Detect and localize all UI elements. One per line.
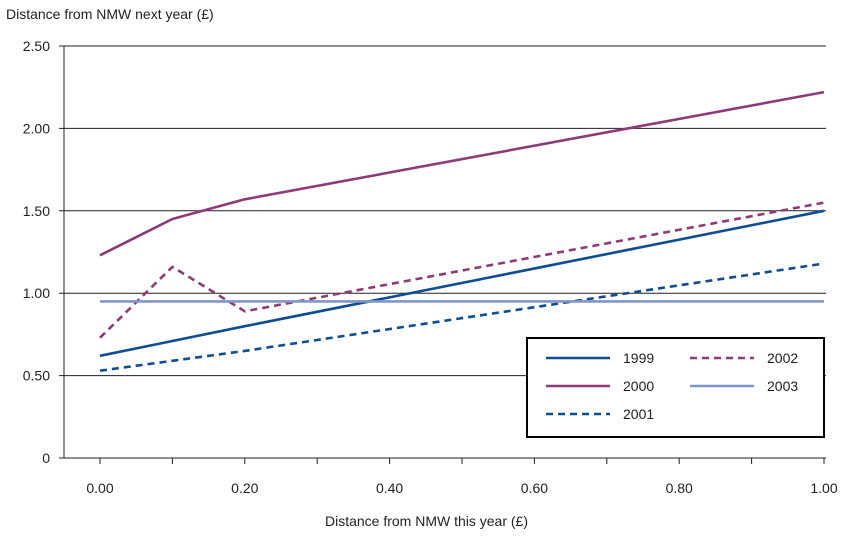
x-tick-label: 0.20 bbox=[231, 480, 258, 496]
y-tick-label: 0 bbox=[42, 450, 50, 466]
legend-label-1999: 1999 bbox=[623, 350, 654, 366]
y-tick-label: 2.00 bbox=[23, 120, 50, 136]
y-tick-label: 2.50 bbox=[23, 38, 50, 54]
legend-box bbox=[526, 337, 825, 438]
legend-label-2002: 2002 bbox=[767, 350, 798, 366]
x-axis-label: Distance from NMW this year (£) bbox=[324, 513, 529, 529]
x-tick-label: 0.80 bbox=[666, 480, 693, 496]
series-line-2001 bbox=[99, 262, 825, 372]
x-tick-label: 0.60 bbox=[521, 480, 548, 496]
series-line-1999 bbox=[99, 209, 825, 358]
y-axis-label: Distance from NMW next year (£) bbox=[6, 6, 214, 22]
y-tick-label: 0.50 bbox=[23, 368, 50, 384]
x-tick-label: 0.40 bbox=[376, 480, 403, 496]
y-tick-label: 1.50 bbox=[23, 203, 50, 219]
series-line-2000 bbox=[99, 90, 825, 257]
legend-label-2000: 2000 bbox=[623, 378, 654, 394]
y-tick-label: 1.00 bbox=[23, 285, 50, 301]
legend-label-2003: 2003 bbox=[767, 378, 798, 394]
x-tick-label: 1.00 bbox=[810, 480, 837, 496]
x-tick-label: 0.00 bbox=[86, 480, 113, 496]
legend-label-2001: 2001 bbox=[623, 406, 654, 422]
